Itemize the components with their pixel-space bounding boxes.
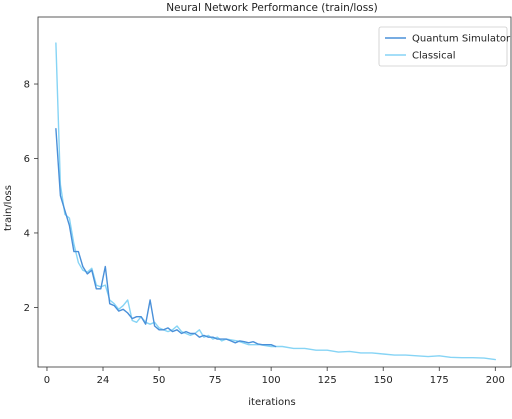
y-tick-label: 2 — [24, 303, 30, 314]
x-tick-label: 175 — [430, 375, 449, 386]
y-axis: 2 4 6 8 — [24, 80, 38, 314]
series-layer — [55, 42, 496, 361]
series-line-classical — [55, 42, 496, 361]
x-tick-label: 150 — [374, 375, 393, 386]
legend-label-classical: Classical — [412, 51, 456, 62]
plot-frame — [37, 16, 512, 368]
y-axis-label: train/loss — [3, 185, 14, 231]
x-tick-label: 50 — [153, 375, 166, 386]
y-tick-label: 4 — [24, 228, 30, 239]
x-tick-label: 24 — [97, 375, 110, 386]
x-axis-label: iterations — [248, 397, 295, 408]
legend-label-quantum-simulator: Quantum Simulator — [412, 34, 511, 45]
x-tick-label: 200 — [486, 375, 505, 386]
x-tick-label: 125 — [318, 375, 337, 386]
chart-title: Neural Network Performance (train/loss) — [166, 2, 377, 14]
legend-frame — [378, 26, 508, 67]
series-line-quantum-simulator — [55, 127, 277, 348]
x-axis: 0 24 50 75 100 125 150 175 200 — [44, 367, 505, 386]
legend: Quantum Simulator Classical — [378, 26, 511, 67]
y-tick-label: 8 — [24, 80, 30, 91]
y-tick-label: 6 — [24, 154, 30, 165]
x-tick-label: 0 — [44, 375, 50, 386]
x-tick-label: 75 — [209, 375, 222, 386]
x-tick-label: 100 — [262, 375, 281, 386]
